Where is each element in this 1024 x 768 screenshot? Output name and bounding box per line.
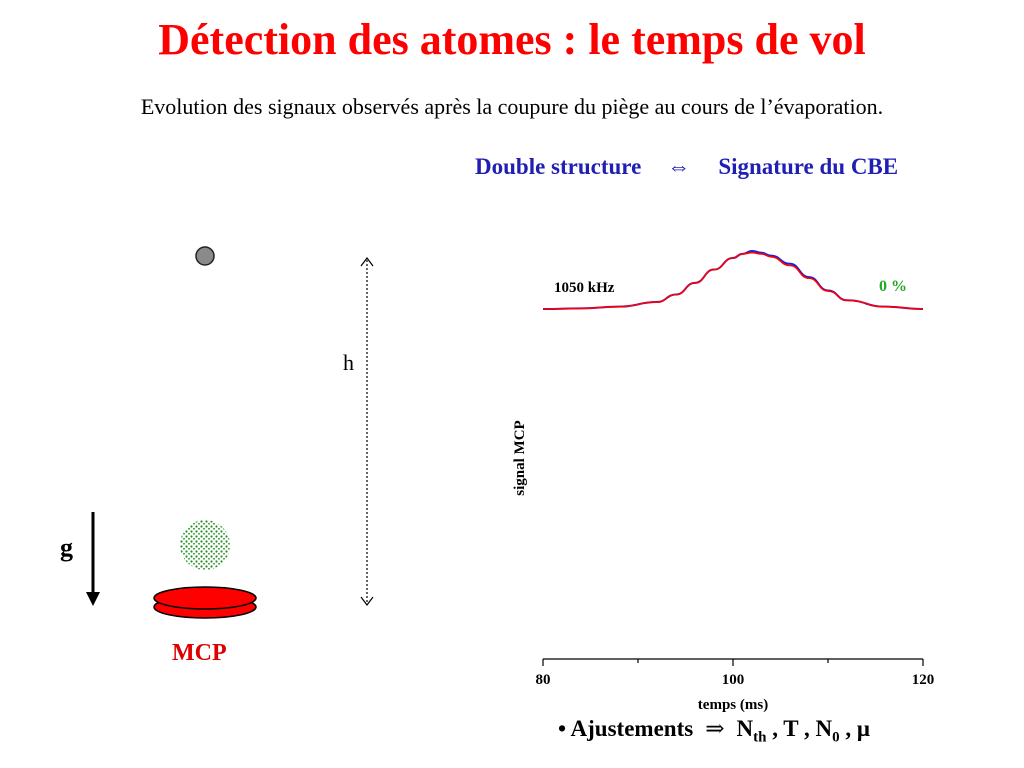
mcp-detector — [153, 586, 257, 619]
tof-chart: 80 100 120 temps (ms) signal MCP 1050 kHz … — [512, 249, 935, 713]
x-tick-label: 80 — [536, 672, 551, 688]
percent-label: 0 % — [879, 278, 907, 295]
mcp-label: MCP — [172, 640, 227, 666]
atom-ball — [195, 246, 215, 266]
gravity-arrow — [86, 512, 100, 606]
height-arrow — [360, 257, 374, 606]
y-axis-label: signal MCP — [512, 420, 528, 495]
x-tick-label: 120 — [912, 672, 935, 688]
slide-title: Détection des atomes : le temps de vol — [158, 15, 866, 64]
structure-right: Signature du CBE — [718, 154, 899, 179]
param-zero-subscript: 0 — [832, 729, 840, 746]
fit-parameters-bullet: • Ajustements ⇒ Nth , T , N0 , μ — [558, 716, 870, 747]
structure-statement: Double structure ⇔ Signature du CBE — [475, 154, 898, 180]
fit-bullet-text: • Ajustements — [558, 716, 694, 741]
implies-symbol: ⇒ — [705, 716, 725, 741]
param-th-subscript: th — [753, 729, 767, 746]
curve-label: 1050 kHz — [554, 280, 615, 296]
slide-subtitle: Evolution des signaux observés après la … — [140, 94, 884, 119]
x-axis-label: temps (ms) — [698, 697, 768, 713]
gravity-label: g — [60, 533, 73, 562]
param-n: N — [736, 716, 754, 741]
height-label: h — [343, 350, 354, 375]
param-mu: , μ — [845, 716, 870, 741]
x-tick-label: 100 — [722, 672, 745, 688]
series-fit-line — [542, 251, 924, 310]
param-t-n: , T , N — [772, 716, 833, 741]
atom-cloud — [180, 520, 230, 570]
structure-left: Double structure — [475, 154, 642, 179]
equivalence-symbol: ⇔ — [667, 154, 691, 179]
